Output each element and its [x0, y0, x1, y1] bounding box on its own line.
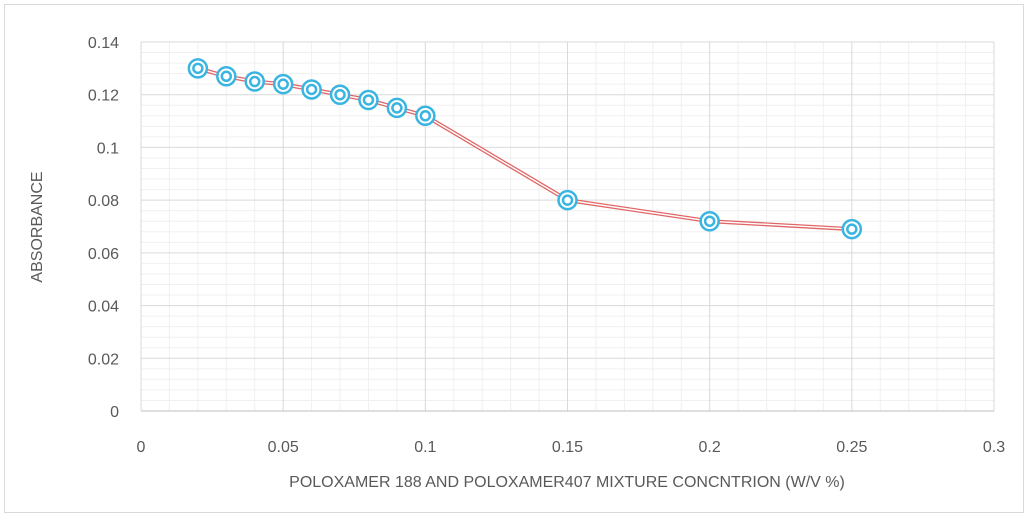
y-axis-ticks: 0 0.02 0.04 0.06 0.08 0.1 0.12 0.14: [88, 35, 119, 421]
data-point-outer-ring: [386, 97, 408, 119]
x-tick-label: 0.3: [983, 439, 1005, 456]
x-axis-title: POLOXAMER 188 AND POLOXAMER407 MIXTURE C…: [289, 474, 845, 491]
data-point-inner-ring: [561, 194, 574, 206]
chart-frame: [4, 4, 1024, 513]
data-point: [329, 84, 351, 105]
data-point-outer-ring: [301, 79, 322, 100]
y-axis-title: ABSORBANCE: [29, 171, 46, 282]
data-point: [216, 66, 237, 87]
data-point: [557, 189, 578, 211]
y-tick-label: 0.04: [88, 299, 119, 316]
data-point-outer-ring: [244, 71, 265, 92]
data-point-outer-ring: [841, 218, 863, 240]
data-point-inner-ring: [846, 223, 858, 235]
x-tick-label: 0.05: [268, 439, 299, 456]
data-point-outer-ring: [699, 210, 720, 232]
y-tick-label: 0.02: [88, 351, 119, 368]
series-line-highlight: [197, 67, 852, 230]
data-point-inner-ring: [419, 110, 432, 122]
data-point-outer-ring: [415, 105, 436, 127]
data-point: [415, 105, 436, 127]
x-tick-label: 0.15: [552, 439, 583, 456]
data-point: [386, 97, 408, 119]
y-tick-label: 0.06: [88, 246, 119, 263]
y-tick-label: 0.14: [88, 35, 119, 52]
series-line: [197, 66, 852, 232]
y-tick-label: 0.08: [88, 193, 119, 210]
major-gridlines: [140, 41, 995, 412]
data-point-inner-ring: [391, 102, 403, 114]
data-point: [358, 89, 379, 111]
y-tick-label: 0.12: [88, 88, 119, 105]
data-point-inner-ring: [362, 94, 375, 106]
data-point-outer-ring: [216, 66, 237, 87]
x-tick-label: 0: [137, 439, 146, 456]
data-point-inner-ring: [277, 78, 289, 90]
data-point-outer-ring: [187, 58, 209, 79]
x-tick-label: 0.2: [699, 439, 721, 456]
data-point: [244, 71, 265, 92]
x-tick-label: 0.25: [836, 439, 867, 456]
x-tick-label: 0.1: [414, 439, 436, 456]
data-point-inner-ring: [305, 83, 318, 96]
data-point-inner-ring: [703, 215, 716, 227]
data-point: [187, 58, 209, 79]
data-point-outer-ring: [358, 89, 379, 111]
data-point-inner-ring: [220, 70, 233, 83]
data-point-outer-ring: [557, 189, 578, 211]
data-point-outer-ring: [272, 73, 294, 95]
data-point-inner-ring: [248, 75, 261, 88]
x-axis-ticks: 0 0.05 0.1 0.15 0.2 0.25 0.3: [137, 439, 1006, 456]
y-tick-label: 0: [110, 404, 119, 421]
data-point-outer-ring: [329, 84, 351, 105]
data-point-inner-ring: [334, 88, 346, 101]
series-group: [187, 58, 863, 240]
data-point-inner-ring: [192, 62, 204, 75]
data-point: [841, 218, 863, 240]
data-point: [301, 79, 322, 100]
data-point: [272, 73, 294, 95]
data-point: [699, 210, 720, 232]
y-tick-label: 0.1: [97, 140, 119, 157]
